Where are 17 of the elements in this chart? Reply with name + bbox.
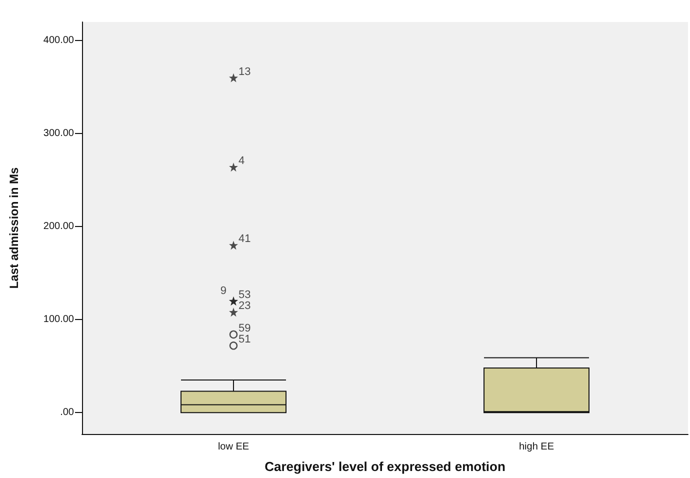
y-tick-label: 400.00 <box>43 35 74 46</box>
annotation: 59 <box>238 322 251 334</box>
annotation: 53 <box>238 289 251 302</box>
annotation: 13 <box>238 66 251 78</box>
y-tick-label: .00 <box>60 407 74 418</box>
annotation: 4 <box>238 155 245 168</box>
annotation: 51 <box>238 334 251 346</box>
annotation: 9 <box>220 285 226 298</box>
annotation: 23 <box>238 300 251 312</box>
x-axis-title: Caregivers' level of expressed emotion <box>264 459 506 474</box>
y-tick-label: 100.00 <box>43 314 74 326</box>
x-tick-label: low EE <box>218 442 250 452</box>
y-tick-label: 300.00 <box>43 128 74 140</box>
y-tick-label: 200.00 <box>43 221 74 232</box>
x-tick-label: high EE <box>518 442 554 452</box>
annotation: 41 <box>238 233 251 246</box>
y-axis-title: Last admission in Ms <box>7 166 21 289</box>
